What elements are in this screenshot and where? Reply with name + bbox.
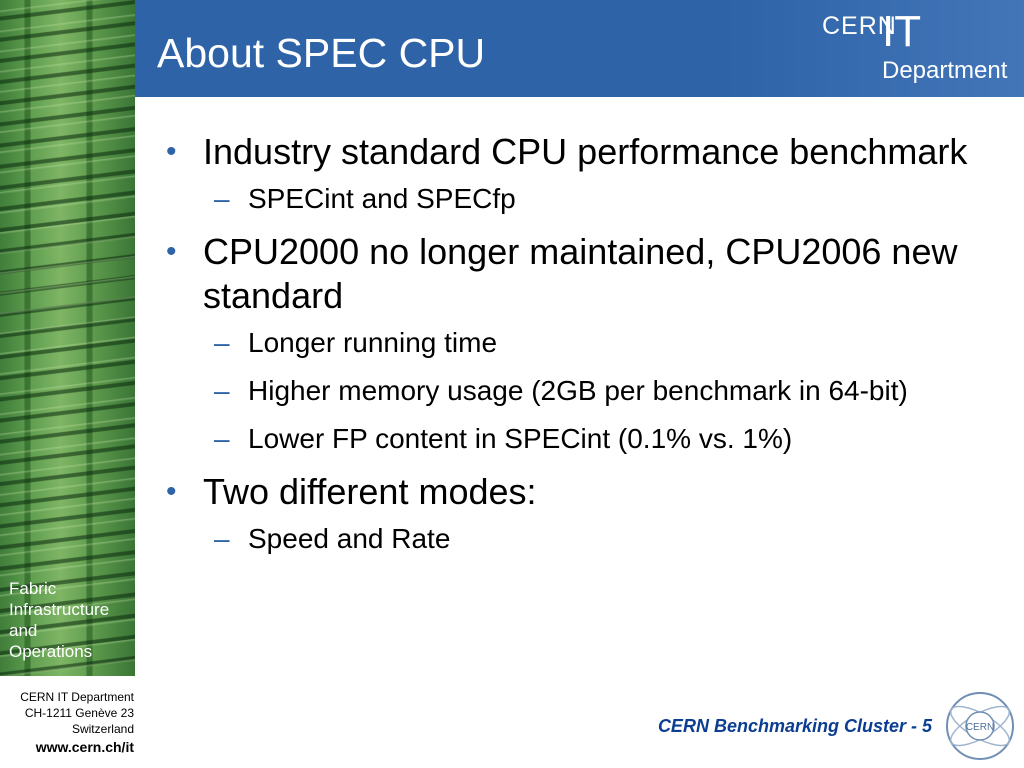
dash-icon: – <box>214 183 230 214</box>
bullet-text: Two different modes: <box>203 471 537 512</box>
logo-cern-text: CERN <box>822 12 897 40</box>
bullet-item: • CPU2000 no longer maintained, CPU2006 … <box>162 230 982 318</box>
bullet-dot-icon: • <box>166 235 177 268</box>
server-rack-panel: Fabric Infrastructure and Operations <box>0 0 135 676</box>
footer-url: www.cern.ch/it <box>35 739 134 755</box>
side-caption-line: and <box>9 621 38 640</box>
logo-department-text: Department <box>882 57 1008 84</box>
bullet-text: CPU2000 no longer maintained, CPU2006 ne… <box>203 231 958 316</box>
slide-content: • Industry standard CPU performance benc… <box>162 130 982 568</box>
dash-icon: – <box>214 423 230 454</box>
sub-bullet-text: Speed and Rate <box>248 523 451 554</box>
title-bar: About SPEC CPU CERN IT Department <box>135 0 1024 97</box>
side-caption-line: Infrastructure <box>9 600 110 619</box>
address-line: Switzerland <box>71 722 134 736</box>
side-caption-line: Operations <box>9 642 93 661</box>
dash-icon: – <box>214 523 230 554</box>
slide-title: About SPEC CPU <box>157 30 486 76</box>
sub-bullet-text: Higher memory usage (2GB per benchmark i… <box>248 375 908 406</box>
bullet-item: • Industry standard CPU performance benc… <box>162 130 982 174</box>
side-caption: Fabric Infrastructure and Operations <box>9 578 133 662</box>
sub-bullet-text: Longer running time <box>248 327 498 358</box>
sub-bullet-text: SPECint and SPECfp <box>248 183 516 214</box>
footer-address: CERN IT Department CH-1211 Genève 23 Swi… <box>0 689 134 755</box>
sub-bullet-item: – Longer running time <box>162 324 982 362</box>
logo-it-text: IT <box>882 7 922 56</box>
footer-slide-label: CERN Benchmarking Cluster - 5 <box>657 716 932 736</box>
dash-icon: – <box>214 327 230 358</box>
sub-bullet-text: Lower FP content in SPECint (0.1% vs. 1%… <box>248 423 793 454</box>
bullet-item: • Two different modes: <box>162 470 982 514</box>
bullet-text: Industry standard CPU performance benchm… <box>203 131 968 172</box>
bullet-dot-icon: • <box>166 475 177 508</box>
address-line: CERN IT Department <box>20 690 134 704</box>
seal-text: CERN <box>966 722 994 733</box>
side-caption-line: Fabric <box>9 579 57 598</box>
sub-bullet-item: – Lower FP content in SPECint (0.1% vs. … <box>162 420 982 458</box>
cern-seal-icon: CERN <box>946 692 1014 760</box>
address-line: CH-1211 Genève 23 <box>24 706 134 720</box>
dash-icon: – <box>214 375 230 406</box>
sub-bullet-item: – Speed and Rate <box>162 520 982 558</box>
sub-bullet-item: – SPECint and SPECfp <box>162 180 982 218</box>
cern-it-logo: CERN IT Department <box>822 8 1018 90</box>
bullet-dot-icon: • <box>166 135 177 168</box>
sub-bullet-item: – Higher memory usage (2GB per benchmark… <box>162 372 982 410</box>
